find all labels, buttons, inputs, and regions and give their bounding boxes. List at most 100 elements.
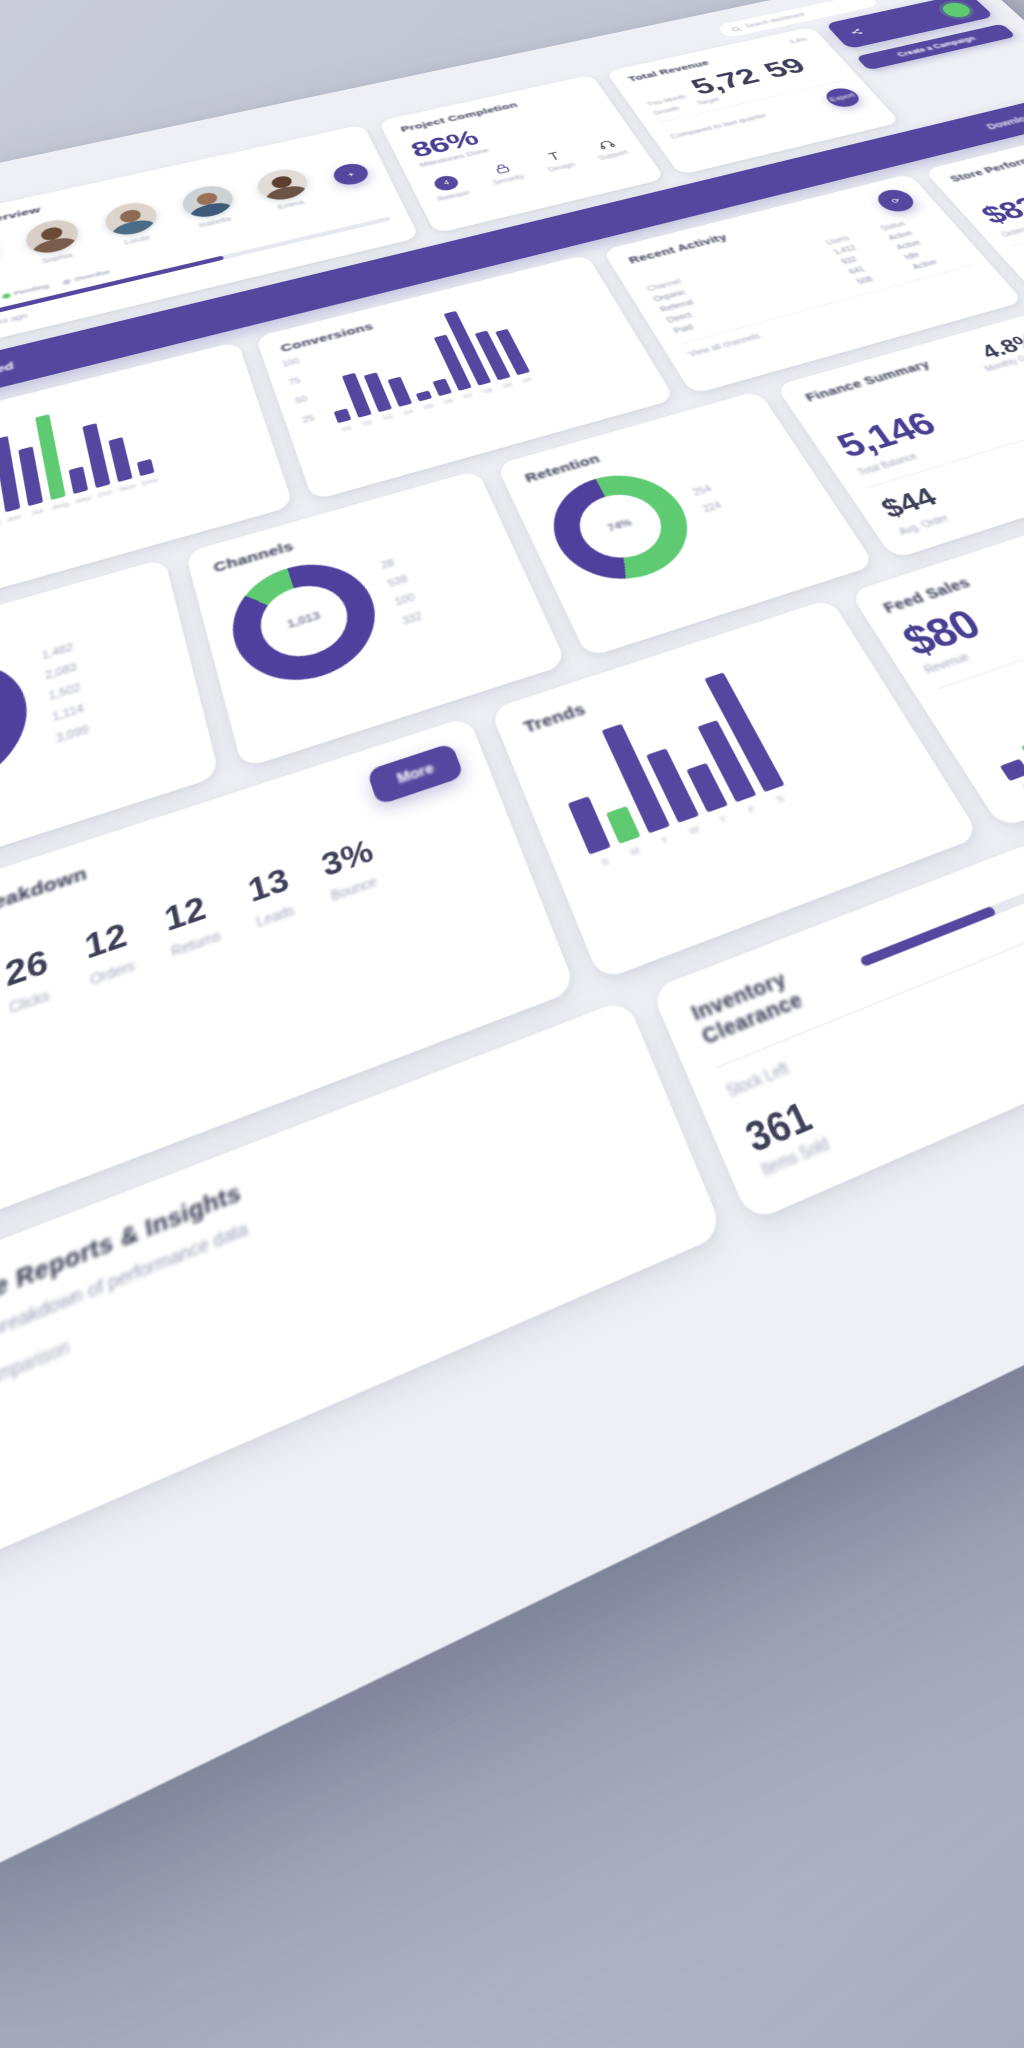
donut-note: 2,083 — [45, 662, 78, 682]
list-item[interactable]: Isabella — [175, 181, 245, 232]
status-badge[interactable]: 4 — [432, 174, 461, 193]
share-icon — [848, 28, 865, 37]
donut-center-label: 1,013 — [219, 549, 391, 698]
x-tick: Nov — [119, 482, 135, 493]
table-refresh-button[interactable]: ⟳ — [872, 187, 920, 215]
list-item[interactable]: Lucas — [98, 198, 167, 250]
x-tick: T — [710, 811, 736, 828]
bar — [0, 436, 20, 512]
item-label: Security — [492, 174, 526, 187]
x-tick: S — [768, 790, 793, 807]
headset-icon — [595, 138, 618, 151]
traffic-donut-chart: 2,217 — [0, 647, 36, 814]
retention-donut-chart: 74% — [534, 462, 708, 595]
donut-center-label: 74% — [534, 462, 708, 595]
more-button-label: More — [395, 760, 436, 787]
x-tick: S — [592, 853, 618, 871]
x-tick: 07 — [460, 391, 476, 401]
dashboard-sheet: Search dashboard Team Performance Overvi… — [0, 0, 1024, 1937]
y-tick: 75 — [288, 375, 308, 387]
donut-note: 1,482 — [41, 642, 74, 661]
member-name: Lucas — [124, 234, 151, 246]
badge-count: 4 — [443, 180, 451, 187]
revenue-chip: 0.4% — [788, 37, 808, 45]
add-button-label: + — [346, 170, 356, 179]
bar — [137, 459, 155, 477]
x-tick: Dec — [141, 476, 157, 487]
item-label: Design — [547, 162, 576, 174]
menu-item-security[interactable]: Security — [484, 160, 526, 186]
bar — [568, 797, 611, 855]
donut-note: 538 — [387, 574, 409, 589]
member-name: Emma — [277, 199, 305, 211]
bar — [333, 408, 351, 423]
store-value-main: $827 — [975, 188, 1024, 230]
donut-center-label: 2,217 — [0, 647, 36, 814]
banner-title: Invoice Generated — [0, 360, 14, 403]
bar — [432, 379, 451, 397]
donut-note: 224 — [701, 501, 723, 515]
bottom-right-title: Inventory Clearance — [688, 948, 853, 1050]
donut-note: 332 — [401, 611, 424, 627]
add-button[interactable]: + — [330, 161, 372, 188]
stat-block: 13 Leads — [244, 860, 298, 931]
reset-button[interactable]: Reset — [0, 1049, 1, 1126]
x-tick: 10 — [519, 375, 535, 384]
donut-note: 100 — [394, 593, 417, 608]
donut-note: 3,099 — [55, 724, 89, 745]
bar — [18, 446, 43, 506]
donut-note: 28 — [380, 557, 402, 572]
bar — [999, 759, 1024, 782]
stat-value: 12 — [82, 914, 133, 968]
avatar — [23, 216, 81, 258]
refresh-label: Export — [828, 92, 856, 103]
x-tick: Aug — [52, 500, 68, 511]
x-tick: 04 — [400, 407, 416, 417]
scene: Search dashboard Team Performance Overvi… — [0, 0, 1024, 1024]
avatar — [253, 165, 312, 204]
store-title: Store Performance — [947, 149, 1024, 184]
stat-block: 3% Bounce — [317, 832, 384, 905]
x-tick: T — [652, 832, 678, 850]
badge-group: 4 Release — [427, 173, 471, 203]
x-tick: M — [622, 842, 648, 860]
stat-block: 26 Clicks — [3, 941, 54, 1018]
list-item[interactable]: Emma — [250, 165, 320, 215]
y-tick: 50 — [295, 394, 315, 406]
bar — [606, 806, 641, 844]
x-tick: 05 — [421, 402, 437, 412]
legend-label: Overdue — [74, 268, 111, 282]
refresh-button[interactable]: Export — [821, 86, 865, 110]
list-item[interactable]: Sophia — [20, 215, 88, 269]
cursor-icon — [543, 150, 566, 164]
x-tick: F — [739, 801, 764, 818]
status-toggle[interactable] — [938, 1, 975, 19]
table-refresh-label: ⟳ — [889, 196, 902, 205]
menu-item-design[interactable]: Design — [539, 149, 577, 174]
x-tick: 09 — [500, 380, 516, 390]
x-tick: Sep — [74, 494, 90, 505]
finance-title: Finance Summary — [803, 358, 933, 404]
x-tick: Jul — [29, 506, 45, 517]
more-button[interactable]: More — [367, 743, 464, 806]
avatar — [0, 233, 1, 276]
bar — [108, 437, 132, 482]
x-tick: Oct — [97, 488, 113, 499]
banner-action[interactable]: Download Report — [984, 103, 1024, 131]
list-item[interactable]: Ethan — [0, 233, 6, 288]
donut-note: 1,502 — [48, 682, 82, 702]
bar — [387, 377, 412, 407]
x-tick: 02 — [360, 418, 376, 428]
menu-item-support[interactable]: Support — [589, 136, 630, 161]
lock-icon — [491, 162, 514, 176]
item-label: Support — [597, 150, 629, 162]
member-name: Sophia — [42, 252, 73, 265]
item-label: Release — [436, 190, 471, 203]
channels-donut-chart: 1,013 — [219, 549, 391, 698]
donut-note: 1,114 — [52, 703, 86, 724]
bar — [82, 423, 110, 488]
create-campaign-label: Create a Campaign — [895, 35, 977, 58]
legend-label: Pending — [13, 283, 49, 297]
x-tick: 08 — [480, 386, 496, 396]
stat-value: 13 — [244, 860, 293, 911]
